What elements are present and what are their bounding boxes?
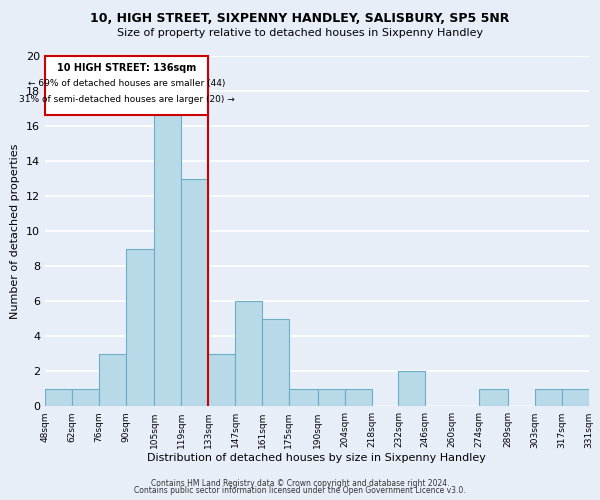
Bar xyxy=(45,388,72,406)
Y-axis label: Number of detached properties: Number of detached properties xyxy=(10,144,20,319)
Bar xyxy=(535,388,562,406)
Bar xyxy=(99,354,125,406)
Bar xyxy=(289,388,318,406)
X-axis label: Distribution of detached houses by size in Sixpenny Handley: Distribution of detached houses by size … xyxy=(148,453,486,463)
Bar xyxy=(181,178,208,406)
Bar xyxy=(72,388,99,406)
Text: ← 69% of detached houses are smaller (44): ← 69% of detached houses are smaller (44… xyxy=(28,80,226,88)
Bar xyxy=(398,371,425,406)
Text: Contains public sector information licensed under the Open Government Licence v3: Contains public sector information licen… xyxy=(134,486,466,495)
Bar xyxy=(154,108,181,406)
Bar xyxy=(562,388,589,406)
Bar xyxy=(318,388,344,406)
Text: Contains HM Land Registry data © Crown copyright and database right 2024.: Contains HM Land Registry data © Crown c… xyxy=(151,478,449,488)
Bar xyxy=(262,318,289,406)
Bar xyxy=(479,388,508,406)
Bar xyxy=(235,301,262,406)
Text: 31% of semi-detached houses are larger (20) →: 31% of semi-detached houses are larger (… xyxy=(19,95,235,104)
FancyBboxPatch shape xyxy=(45,56,208,116)
Bar xyxy=(344,388,371,406)
Text: Size of property relative to detached houses in Sixpenny Handley: Size of property relative to detached ho… xyxy=(117,28,483,38)
Bar xyxy=(208,354,235,406)
Bar xyxy=(125,248,154,406)
Text: 10 HIGH STREET: 136sqm: 10 HIGH STREET: 136sqm xyxy=(57,63,196,73)
Text: 10, HIGH STREET, SIXPENNY HANDLEY, SALISBURY, SP5 5NR: 10, HIGH STREET, SIXPENNY HANDLEY, SALIS… xyxy=(91,12,509,26)
